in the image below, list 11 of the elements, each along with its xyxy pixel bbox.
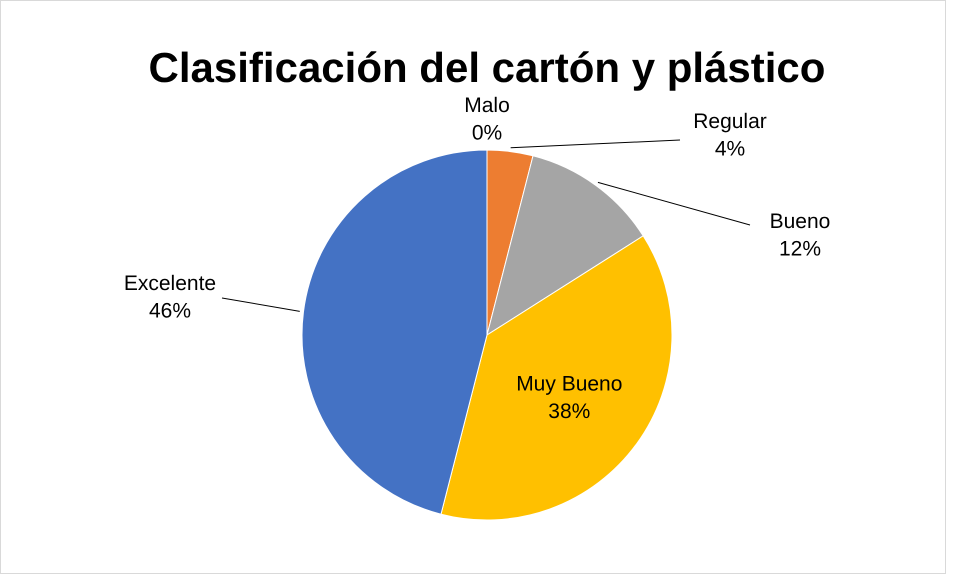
data-label: 38% [548, 400, 590, 423]
slice-label: Excelente [124, 272, 216, 295]
data-label: 4% [714, 137, 746, 160]
slice-label: Bueno [770, 210, 830, 233]
chart-title: Clasificación del cartón y plástico [148, 44, 826, 91]
text: 0% [472, 121, 502, 144]
slice-label: Muy Bueno [516, 372, 622, 396]
category-label: Malo [464, 94, 510, 117]
data-label: 12% [778, 237, 822, 260]
data-label: 46% [148, 299, 192, 322]
slice-label: Regular [693, 110, 767, 133]
